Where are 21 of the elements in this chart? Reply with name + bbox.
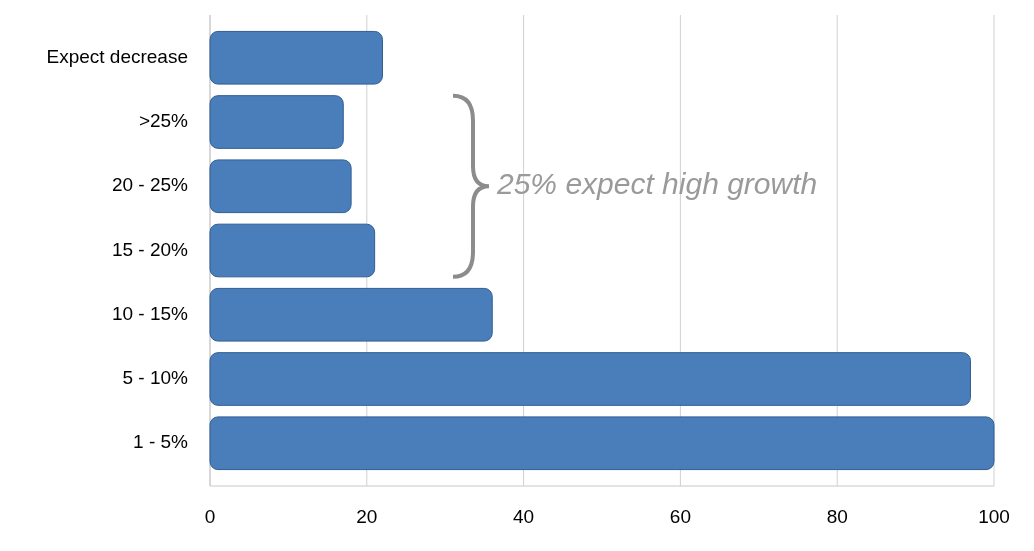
annotation: 25% expect high growth — [496, 167, 818, 201]
x-tick-label: 80 — [826, 506, 848, 527]
y-tick-label: 1 - 5% — [133, 431, 189, 453]
x-tick-label: 60 — [669, 506, 691, 527]
y-tick-label: 20 - 25% — [111, 174, 189, 196]
y-tick-label: 10 - 15% — [111, 302, 189, 324]
y-tick-label: Expect decrease — [46, 45, 188, 67]
x-tick-label: 100 — [978, 506, 1010, 527]
y-tick-label: 5 - 10% — [122, 367, 189, 389]
x-tick-label: 20 — [356, 506, 378, 527]
x-tick-label: 40 — [513, 506, 535, 527]
bar — [209, 223, 376, 278]
bar — [209, 159, 352, 214]
bar — [209, 352, 971, 406]
bar — [209, 95, 344, 149]
y-tick-label: 15 - 20% — [111, 238, 189, 260]
bar — [209, 30, 383, 85]
x-tick-label: 0 — [204, 506, 216, 527]
y-tick-label: >25% — [138, 110, 189, 132]
bar — [209, 416, 995, 471]
bar — [209, 287, 493, 342]
